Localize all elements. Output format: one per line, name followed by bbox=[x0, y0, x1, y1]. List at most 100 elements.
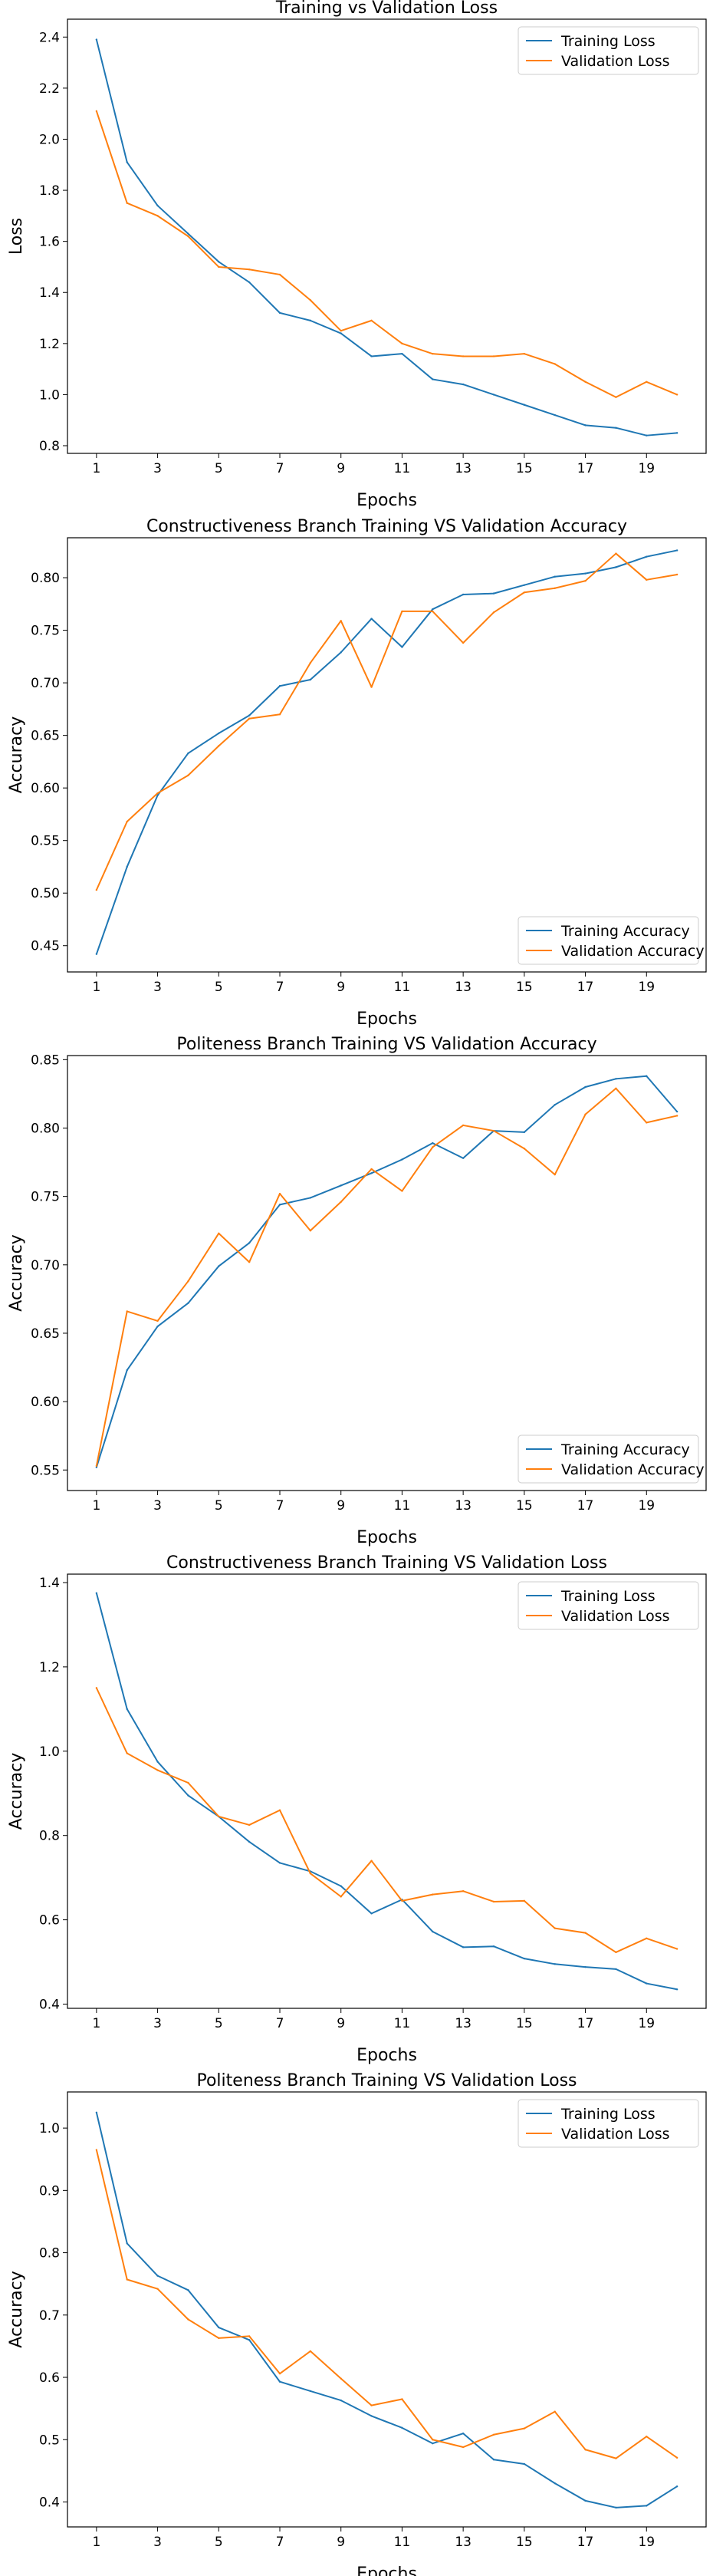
x-tick-label: 15 bbox=[516, 2535, 533, 2550]
x-tick-label: 19 bbox=[638, 2016, 655, 2031]
x-tick-label: 19 bbox=[638, 461, 655, 476]
data-point bbox=[675, 1988, 678, 1991]
data-point bbox=[675, 394, 678, 396]
data-point bbox=[187, 235, 189, 238]
data-point bbox=[492, 1945, 495, 1948]
data-point bbox=[523, 1131, 526, 1134]
y-axis: 0.45 0.50 0.55 0.60 0.65 0.70 0.75 0.80 bbox=[31, 571, 67, 954]
series-line bbox=[95, 549, 678, 955]
y-axis-label: Loss bbox=[7, 218, 26, 255]
chart-title: Politeness Branch Training VS Validation… bbox=[196, 2071, 577, 2090]
data-point bbox=[278, 1204, 281, 1206]
y-tick-label: 0.8 bbox=[39, 2246, 60, 2261]
data-point bbox=[675, 2456, 678, 2459]
data-point bbox=[278, 685, 281, 687]
x-axis-label: Epochs bbox=[356, 2564, 417, 2576]
data-point bbox=[248, 1261, 251, 1263]
y-axis-label: Accuracy bbox=[7, 716, 26, 793]
data-point bbox=[218, 1815, 220, 1818]
data-point bbox=[554, 363, 556, 365]
x-tick-label: 15 bbox=[516, 2016, 533, 2031]
x-axis: 1 3 5 7 9 11 13 15 17 19 bbox=[92, 1491, 655, 1514]
y-tick-label: 0.8 bbox=[39, 1829, 60, 1844]
data-point bbox=[554, 2482, 556, 2485]
data-point bbox=[615, 2457, 617, 2459]
x-tick-label: 11 bbox=[394, 2535, 411, 2550]
x-tick-label: 13 bbox=[455, 2535, 472, 2550]
data-point bbox=[492, 1900, 495, 1903]
data-point bbox=[492, 592, 495, 595]
legend-label: Training Accuracy bbox=[560, 923, 690, 940]
series-validation bbox=[95, 552, 678, 891]
data-point bbox=[187, 2318, 189, 2321]
data-point bbox=[370, 686, 373, 688]
data-point bbox=[187, 1794, 189, 1797]
x-tick-label: 15 bbox=[516, 980, 533, 995]
data-point bbox=[95, 888, 98, 891]
data-point bbox=[126, 1752, 128, 1754]
series-line bbox=[95, 2149, 678, 2459]
data-point bbox=[370, 1860, 373, 1862]
y-tick-label: 0.65 bbox=[31, 729, 60, 744]
data-point bbox=[248, 2335, 251, 2337]
x-tick-label: 11 bbox=[394, 1498, 411, 1514]
data-point bbox=[554, 1173, 556, 1176]
data-point bbox=[401, 2398, 403, 2400]
y-tick-label: 0.80 bbox=[31, 1122, 60, 1137]
data-point bbox=[340, 329, 342, 332]
data-point bbox=[95, 1464, 98, 1468]
series-training bbox=[95, 2111, 678, 2509]
data-point bbox=[646, 2505, 648, 2507]
data-point bbox=[278, 2380, 281, 2383]
data-point bbox=[462, 593, 465, 596]
y-tick-label: 0.8 bbox=[39, 439, 60, 454]
x-tick-label: 3 bbox=[153, 980, 162, 995]
data-point bbox=[156, 2288, 159, 2290]
chart-panel-1: Training vs Validation Loss 0.8 1.0 1.2 1.4 1… bbox=[7, 0, 707, 510]
x-tick-label: 5 bbox=[215, 1498, 223, 1514]
chart-panel-3: Politeness Branch Training VS Validation… bbox=[7, 1035, 707, 1547]
data-point bbox=[340, 1184, 342, 1187]
data-point bbox=[646, 1937, 648, 1939]
data-point bbox=[646, 434, 648, 436]
chart-panel-2: Constructiveness Branch Training VS Vali… bbox=[7, 517, 707, 1029]
y-tick-label: 1.0 bbox=[39, 1744, 60, 1760]
data-point bbox=[309, 1872, 312, 1875]
x-tick-label: 7 bbox=[276, 1498, 284, 1514]
data-point bbox=[218, 261, 220, 263]
data-point bbox=[309, 1230, 312, 1232]
y-tick-label: 1.2 bbox=[39, 337, 60, 352]
y-tick-label: 0.55 bbox=[31, 834, 60, 849]
data-point bbox=[187, 1781, 189, 1784]
data-point bbox=[156, 1325, 159, 1328]
y-axis: 0.55 0.60 0.65 0.70 0.75 0.80 0.85 bbox=[31, 1052, 67, 1478]
data-point bbox=[615, 1951, 617, 1954]
data-point bbox=[584, 1965, 586, 1968]
data-point bbox=[462, 355, 465, 357]
x-tick-label: 1 bbox=[92, 980, 100, 995]
y-axis-label: Accuracy bbox=[7, 2271, 26, 2347]
x-tick-label: 7 bbox=[276, 2535, 284, 2550]
y-tick-label: 1.2 bbox=[39, 1660, 60, 1675]
data-point bbox=[523, 1148, 526, 1150]
data-point bbox=[584, 572, 586, 575]
legend-label: Training Loss bbox=[560, 1588, 656, 1605]
data-point bbox=[554, 1963, 556, 1965]
y-tick-label: 1.0 bbox=[39, 2121, 60, 2136]
data-point bbox=[675, 549, 678, 552]
data-point bbox=[675, 1110, 678, 1113]
x-tick-label: 1 bbox=[92, 1498, 100, 1514]
data-point bbox=[584, 2499, 586, 2502]
data-point bbox=[646, 555, 648, 558]
series-training bbox=[95, 1075, 678, 1468]
series-validation bbox=[95, 110, 678, 398]
data-point bbox=[126, 820, 128, 823]
legend-label: Training Loss bbox=[560, 2106, 656, 2123]
data-point bbox=[248, 717, 251, 720]
chart-panel-4: Constructiveness Branch Training VS Vali… bbox=[7, 1553, 707, 2065]
data-point bbox=[584, 579, 586, 582]
data-point bbox=[462, 383, 465, 386]
y-tick-label: 0.65 bbox=[31, 1326, 60, 1342]
data-point bbox=[432, 2439, 434, 2441]
x-tick-label: 3 bbox=[153, 2016, 162, 2031]
